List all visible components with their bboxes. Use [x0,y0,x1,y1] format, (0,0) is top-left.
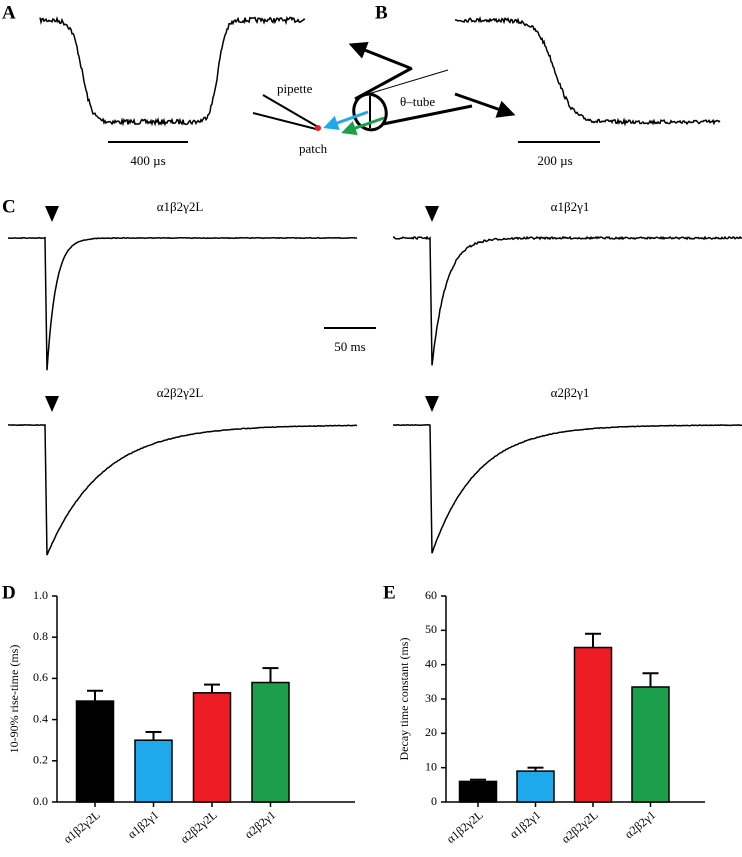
traces [7,15,742,556]
trace [392,424,742,554]
x-tick-label: α1β2γ1 [125,808,161,842]
bar [458,780,498,803]
trace [392,235,742,366]
x-tick-label: α1β2γ2L [444,808,486,846]
trace [7,236,358,371]
x-tick-label: α2β2γ2L [559,808,601,846]
y-axis-label: Decay time constant (ms) [397,638,411,761]
trace-title: α2β2γ2L [157,385,204,400]
y-tick-label: 0.6 [33,670,48,684]
x-tick-label: α2β2γ2L [178,808,220,846]
y-tick-label: 0.0 [33,794,48,808]
scale-label: 200 µs [537,153,572,168]
panel-label: C [2,196,16,217]
bar [573,646,613,803]
y-tick-label: 30 [425,691,437,705]
y-tick-label: 40 [425,656,437,670]
trace [39,15,306,127]
stimulus-marker [45,396,59,412]
trace [455,16,721,127]
bar [251,681,290,803]
scale-label: 400 µs [130,153,165,168]
bar [134,739,173,803]
scale-label: 50 ms [334,339,365,354]
y-tick-label: 0 [431,794,437,808]
bar [75,700,115,803]
charts: 10-90% rise-time (ms) 0.0 0.2 0.4 0.6 0.8 1.0 α… [7,588,705,846]
panel-label: D [2,582,16,603]
x-tick-label: α2β2γ1 [242,808,278,842]
x-tick-label: α2β2γ1 [622,808,658,842]
panel-label: E [383,582,396,603]
trace-title: α1β2γ1 [551,199,590,214]
bar [631,686,670,803]
y-tick-label: 10 [425,759,437,773]
diagram [252,41,516,136]
diagram-label: patch [299,141,328,156]
y-tick-label: 60 [425,588,437,602]
trace [8,423,358,556]
bar [192,692,232,803]
y-tick-label: 0.8 [33,629,48,643]
y-tick-label: 1.0 [33,588,48,602]
y-tick-label: 0.4 [33,711,48,725]
diagram-label: pipette [277,81,313,96]
trace-title: α1β2γ2L [157,199,204,214]
x-tick-label: α1β2γ2L [61,808,103,846]
diagram-label: θ–tube [400,94,435,109]
stimulus-marker [425,206,439,222]
y-axis-label: 10-90% rise-time (ms) [7,645,21,754]
y-tick-label: 0.2 [33,753,48,767]
panel-label: B [375,2,388,23]
y-tick-label: 50 [425,622,437,636]
x-tick-label: α1β2γ1 [507,808,543,842]
panel-label: A [2,2,16,23]
stimulus-marker [425,396,439,412]
y-tick-label: 20 [425,725,437,739]
stimulus-marker [45,206,59,222]
bar [516,770,555,803]
trace-title: α2β2γ1 [551,385,590,400]
